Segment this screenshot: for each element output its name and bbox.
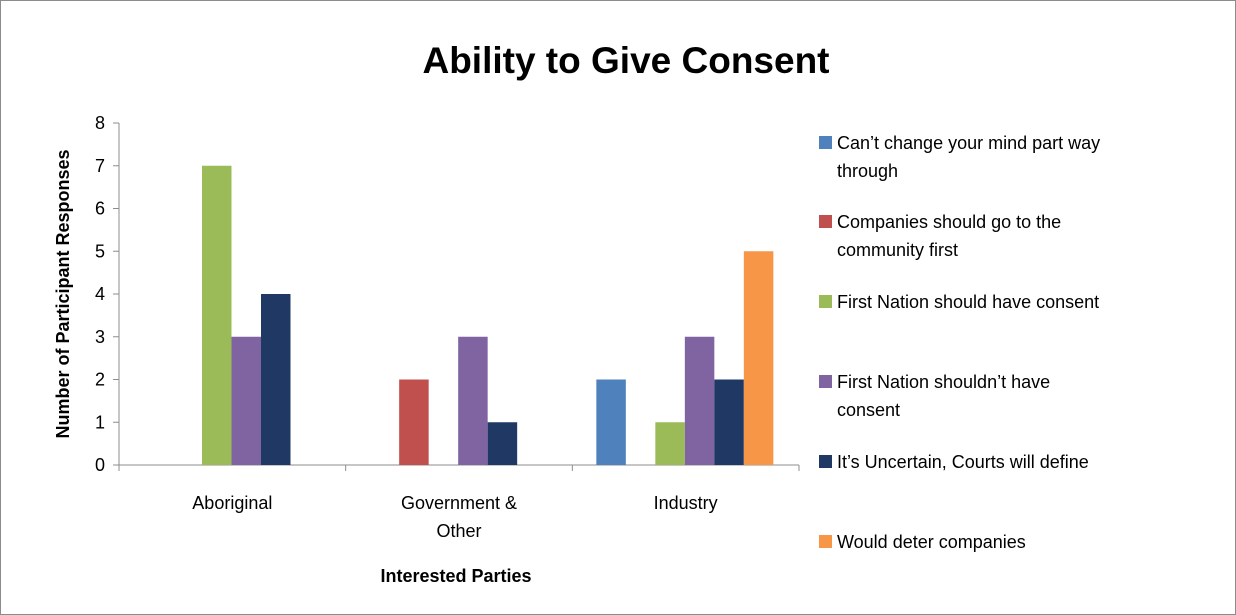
legend: Can’t change your mind part way through Co… (819, 133, 1100, 552)
chart-title: Ability to Give Consent (422, 40, 829, 81)
x-axis-title: Interested Parties (380, 566, 531, 586)
x-tick-label: Other (436, 521, 481, 541)
bar (684, 336, 715, 465)
bar (399, 379, 429, 465)
bar (261, 294, 291, 465)
y-tick-label: 1 (95, 412, 105, 432)
bar (458, 336, 488, 465)
legend-label: through (837, 161, 898, 181)
legend-label: Would deter companies (837, 532, 1026, 552)
y-tick-label: 7 (95, 156, 105, 176)
legend-swatch (819, 375, 832, 388)
y-axis-title: Number of Participant Responses (53, 149, 73, 438)
legend-swatch (819, 535, 832, 548)
y-tick-label: 2 (95, 370, 105, 390)
x-tick-label: Aboriginal (192, 493, 272, 513)
x-tick-label: Government & (401, 493, 517, 513)
plot-area: 0 1 2 3 4 5 6 7 8 Aboriginal Government & Other Indu… (95, 113, 800, 541)
y-tick-label: 5 (95, 241, 105, 261)
y-tick-label: 3 (95, 327, 105, 347)
legend-label: First Nation shouldn’t have (837, 372, 1050, 392)
legend-label: Can’t change your mind part way (837, 133, 1100, 153)
legend-label: consent (837, 400, 900, 420)
y-tick-label: 8 (95, 113, 105, 133)
bar (743, 251, 774, 465)
legend-swatch (819, 215, 832, 228)
legend-swatch (819, 136, 832, 149)
bar (714, 379, 744, 465)
bar (596, 379, 626, 465)
y-tick-label: 4 (95, 284, 105, 304)
legend-label: Companies should go to the (837, 212, 1061, 232)
legend-label: First Nation should have consent (837, 292, 1099, 312)
bar (655, 422, 685, 465)
x-tick-label: Industry (654, 493, 718, 513)
bar (487, 422, 518, 465)
bar (231, 336, 261, 465)
legend-swatch (819, 295, 832, 308)
y-tick-label: 6 (95, 199, 105, 219)
legend-swatch (819, 455, 832, 468)
legend-label: It’s Uncertain, Courts will define (837, 452, 1089, 472)
y-tick-label: 0 (95, 455, 105, 475)
bar (202, 165, 232, 465)
legend-label: community first (837, 240, 958, 260)
